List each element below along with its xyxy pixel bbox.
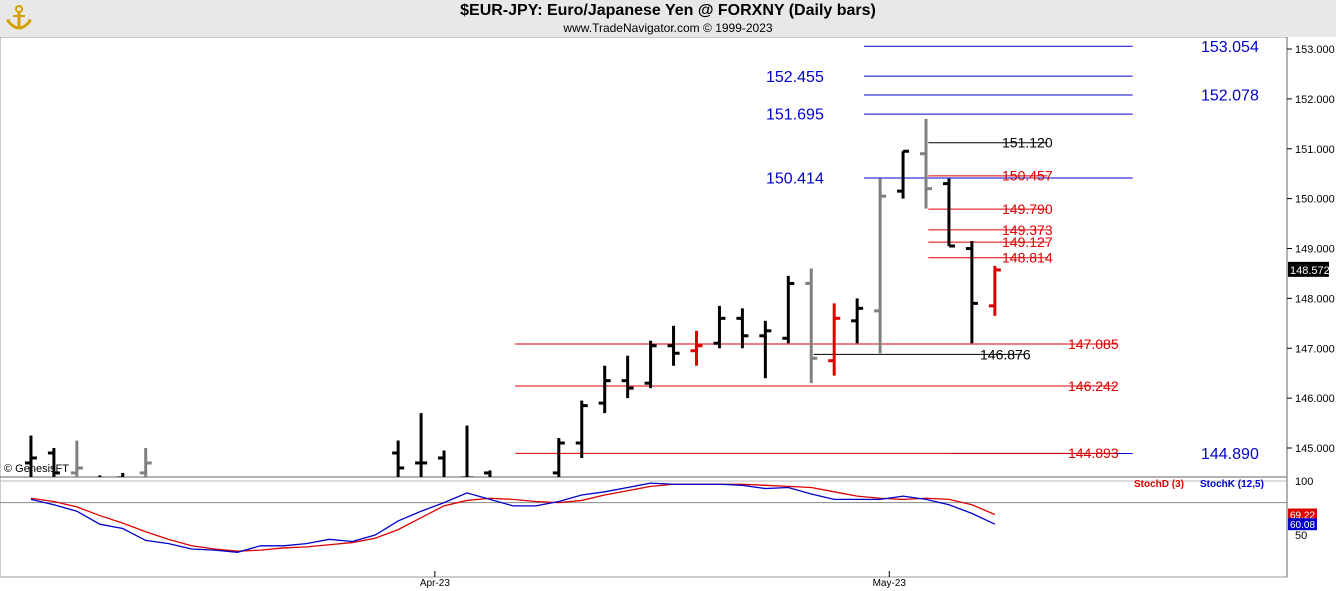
last-price-box xyxy=(1288,261,1329,277)
price-tick-label: 150.000 xyxy=(1295,194,1335,206)
legend-stochk: StochK (12,5) xyxy=(1200,479,1264,490)
ohlc-bars xyxy=(24,118,1001,477)
chart-title: $EUR-JPY: Euro/Japanese Yen @ FORXNY (Da… xyxy=(460,2,876,19)
ohlc-bar-3 xyxy=(70,440,83,477)
price-tick-label: 148.000 xyxy=(1295,293,1335,305)
ohlc-bar-40 xyxy=(920,118,932,209)
ohlc-bar-31 xyxy=(713,305,726,349)
ohlc-bar-33 xyxy=(759,320,772,379)
price-tick-label: 147.000 xyxy=(1295,343,1335,355)
ohlc-bar-43 xyxy=(988,265,1001,316)
ohlc-bar-42 xyxy=(965,241,978,344)
ohlc-bar-38 xyxy=(874,178,887,354)
ohlc-bar-29 xyxy=(667,325,680,366)
ohlc-bar-18 xyxy=(415,413,428,477)
date-tick-label: May-23 xyxy=(873,578,907,589)
price-tick-label: 146.000 xyxy=(1295,393,1335,405)
price-tick-label: 149.000 xyxy=(1295,244,1335,256)
ohlc-bar-28 xyxy=(644,340,657,389)
plot-area xyxy=(0,37,1288,578)
ohlc-bar-36 xyxy=(828,303,841,376)
level-label-152.455: 152.455 xyxy=(766,69,824,86)
ohlc-bar-26 xyxy=(598,365,611,414)
ohlc-bar-6 xyxy=(139,448,152,477)
ohlc-bar-39 xyxy=(897,149,910,199)
legend-stochd: StochD (3) xyxy=(1134,479,1184,490)
level-label-144.890: 144.890 xyxy=(1201,446,1259,463)
level-label-152.078: 152.078 xyxy=(1201,88,1259,105)
level-label-147.085: 147.085 xyxy=(1068,336,1119,352)
ohlc-bar-21 xyxy=(483,470,492,477)
stoch-last-label: 69.22 xyxy=(1290,510,1315,521)
price-tick-label: 152.000 xyxy=(1295,94,1335,106)
level-label-146.242: 146.242 xyxy=(1068,378,1119,394)
ohlc-bar-20 xyxy=(461,425,473,477)
ohlc-bar-32 xyxy=(736,308,749,349)
level-lines: 153.054 152.455 152.078 151.695 150.414 144.8… xyxy=(515,39,1259,463)
chart-subtitle: www.TradeNavigator.com © 1999-2023 xyxy=(563,21,773,35)
stoch-line-d xyxy=(30,483,996,552)
price-tick-label: 151.000 xyxy=(1295,144,1335,156)
level-label-150.414: 150.414 xyxy=(766,171,824,188)
ohlc-bar-1 xyxy=(24,435,37,477)
stoch-tick-label: 100 xyxy=(1295,476,1313,488)
stoch-line-k xyxy=(30,482,996,553)
gold-anchor-logo-icon xyxy=(6,5,32,30)
level-label-144.893: 144.893 xyxy=(1068,445,1119,461)
date-tick-label: Apr-23 xyxy=(420,578,450,589)
ohlc-bar-41 xyxy=(942,178,955,248)
stoch-last-box xyxy=(1288,518,1317,531)
stoch-last-label: 60.08 xyxy=(1290,520,1315,531)
ohlc-bar-27 xyxy=(621,355,634,399)
price-chart: 153.054 152.455 152.078 151.695 150.414 144.8… xyxy=(0,37,1335,589)
level-label-151.695: 151.695 xyxy=(766,107,824,124)
stoch-last-box xyxy=(1288,508,1317,521)
watermark: © GenesisFT xyxy=(4,463,69,475)
level-label-149.127: 149.127 xyxy=(1002,234,1053,250)
level-label-146.876: 146.876 xyxy=(980,346,1031,362)
ohlc-bar-30 xyxy=(690,330,703,366)
ohlc-bar-37 xyxy=(851,298,864,344)
level-label-149.790: 149.790 xyxy=(1002,201,1053,217)
ohlc-bar-24 xyxy=(552,438,565,477)
level-label-149.373: 149.373 xyxy=(1002,222,1053,238)
ohlc-bar-35 xyxy=(805,268,818,384)
ohlc-bar-19 xyxy=(438,450,446,477)
chart-header: $EUR-JPY: Euro/Japanese Yen @ FORXNY (Da… xyxy=(0,0,1336,37)
level-label-150.457: 150.457 xyxy=(1002,168,1053,184)
price-tick-label: 153.000 xyxy=(1295,44,1335,56)
price-axis: 145.000 146.000 147.000 148.000 149.000 150.0… xyxy=(1287,44,1335,455)
date-axis: Apr-23 May-23 xyxy=(420,571,907,589)
ohlc-bar-25 xyxy=(575,400,588,458)
stoch-tick-label: 50 xyxy=(1295,530,1307,542)
ohlc-bar-17 xyxy=(392,440,405,477)
price-tick-label: 145.000 xyxy=(1295,443,1335,455)
level-label-151.120: 151.120 xyxy=(1002,135,1053,151)
last-price-label: 148.572 xyxy=(1290,265,1330,277)
level-label-148.814: 148.814 xyxy=(1002,250,1053,266)
level-label-153.054: 153.054 xyxy=(1201,39,1259,56)
ohlc-bar-2 xyxy=(47,448,60,477)
ohlc-bar-34 xyxy=(782,275,795,344)
